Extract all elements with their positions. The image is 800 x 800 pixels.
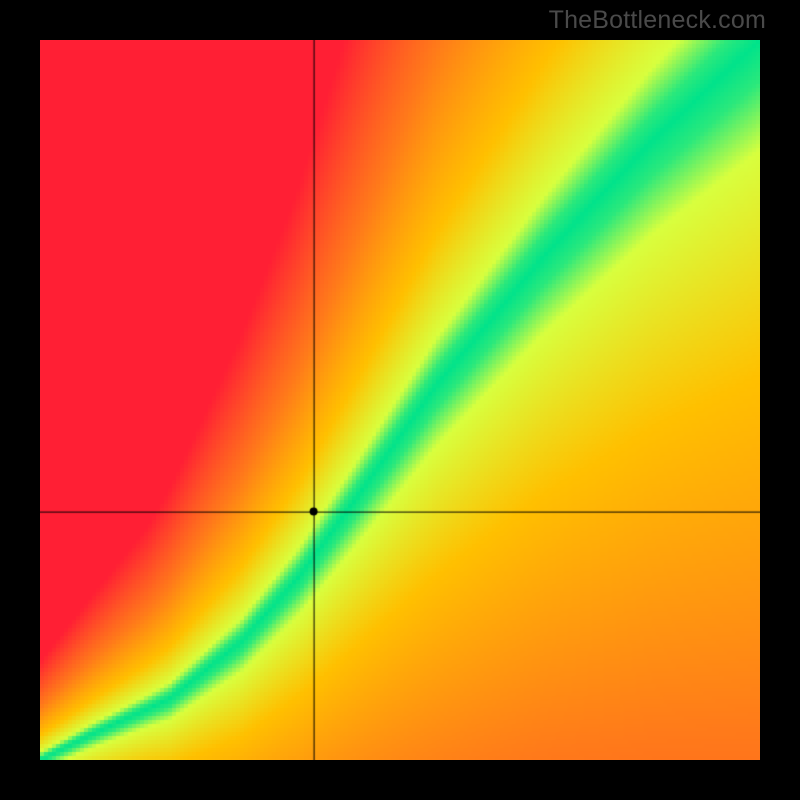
chart-frame: TheBottleneck.com: [0, 0, 800, 800]
heatmap-plot: [40, 40, 760, 760]
heatmap-canvas: [40, 40, 760, 760]
watermark-text: TheBottleneck.com: [549, 6, 766, 35]
